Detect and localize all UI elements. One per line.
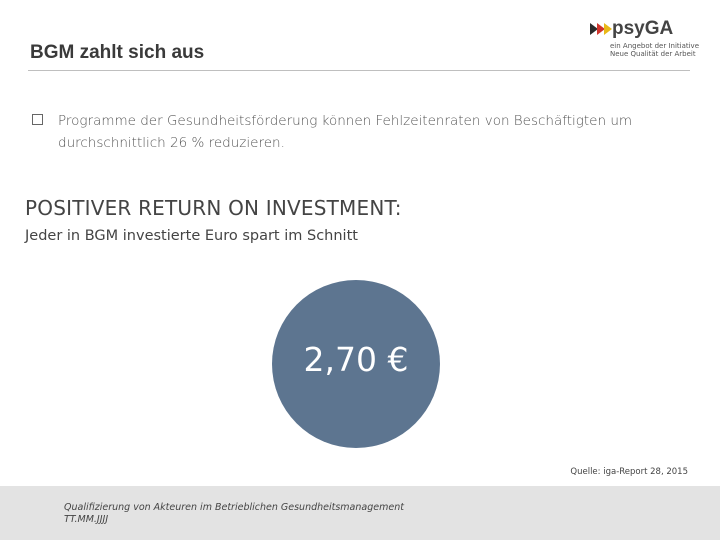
footer-bar: Qualifizierung von Akteuren im Betriebli… [0, 486, 720, 540]
title-divider [28, 70, 690, 71]
logo-tagline-line1: ein Angebot der Initiative [610, 42, 700, 50]
source-note: Quelle: iga-Report 28, 2015 [570, 467, 688, 477]
value-circle: 2,70 € [272, 280, 440, 448]
highlight-value: 2,70 € [303, 339, 409, 379]
bullet-point: Programme der Gesundheitsförderung könne… [32, 110, 672, 154]
logo-arrows-icon [590, 23, 612, 35]
bullet-text: Programme der Gesundheitsförderung könne… [58, 113, 633, 151]
logo-tagline-line2: Neue Qualität der Arbeit [610, 50, 696, 58]
roi-heading: POSITIVER RETURN ON INVESTMENT: [25, 196, 402, 220]
roi-subheading: Jeder in BGM investierte Euro spart im S… [25, 228, 358, 244]
logo-tagline: ein Angebot der Initiative Neue Qualität… [610, 42, 699, 58]
logo-brand: psyGA [612, 18, 674, 39]
footer-date: TT.MM.JJJJ [64, 514, 109, 525]
psyga-logo: psyGA ein Angebot der Initiative Neue Qu… [590, 18, 700, 64]
slide-title: BGM zahlt sich aus [30, 42, 205, 63]
bullet-box-icon [32, 114, 43, 125]
footer-title: Qualifizierung von Akteuren im Betriebli… [64, 502, 404, 513]
